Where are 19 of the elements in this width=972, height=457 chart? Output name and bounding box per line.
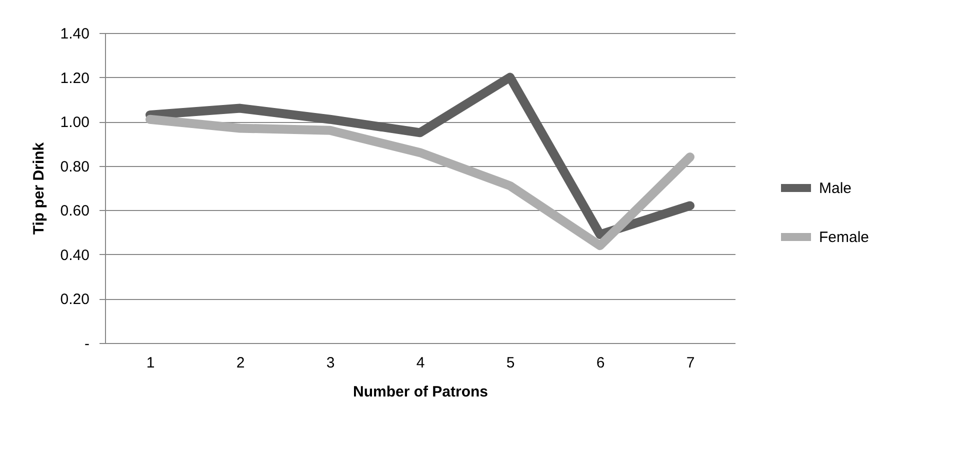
y-axis-title: Tip per Drink <box>30 142 48 235</box>
x-tick-label: 2 <box>236 354 245 372</box>
legend-label: Female <box>819 229 870 246</box>
legend-label: Male <box>819 180 852 197</box>
y-tick-label: 1.20 <box>60 70 90 87</box>
y-tick-label: 0.80 <box>60 158 90 176</box>
y-tick-label: 1.40 <box>60 26 90 42</box>
x-tick-label: 3 <box>326 354 335 372</box>
y-tick-label: 0.20 <box>60 291 90 308</box>
x-tick-label: 1 <box>146 354 155 372</box>
y-tick-label: - <box>84 336 90 352</box>
y-tick-label: 1.00 <box>60 114 90 132</box>
x-tick-label: 5 <box>506 354 515 372</box>
x-tick-label: 4 <box>416 354 425 372</box>
x-axis-title: Number of Patrons <box>352 384 488 400</box>
x-tick-label: 6 <box>596 354 605 372</box>
y-tick-label: 0.40 <box>60 246 90 264</box>
x-tick-label: 7 <box>686 354 695 372</box>
y-tick-label: 0.60 <box>60 202 90 220</box>
